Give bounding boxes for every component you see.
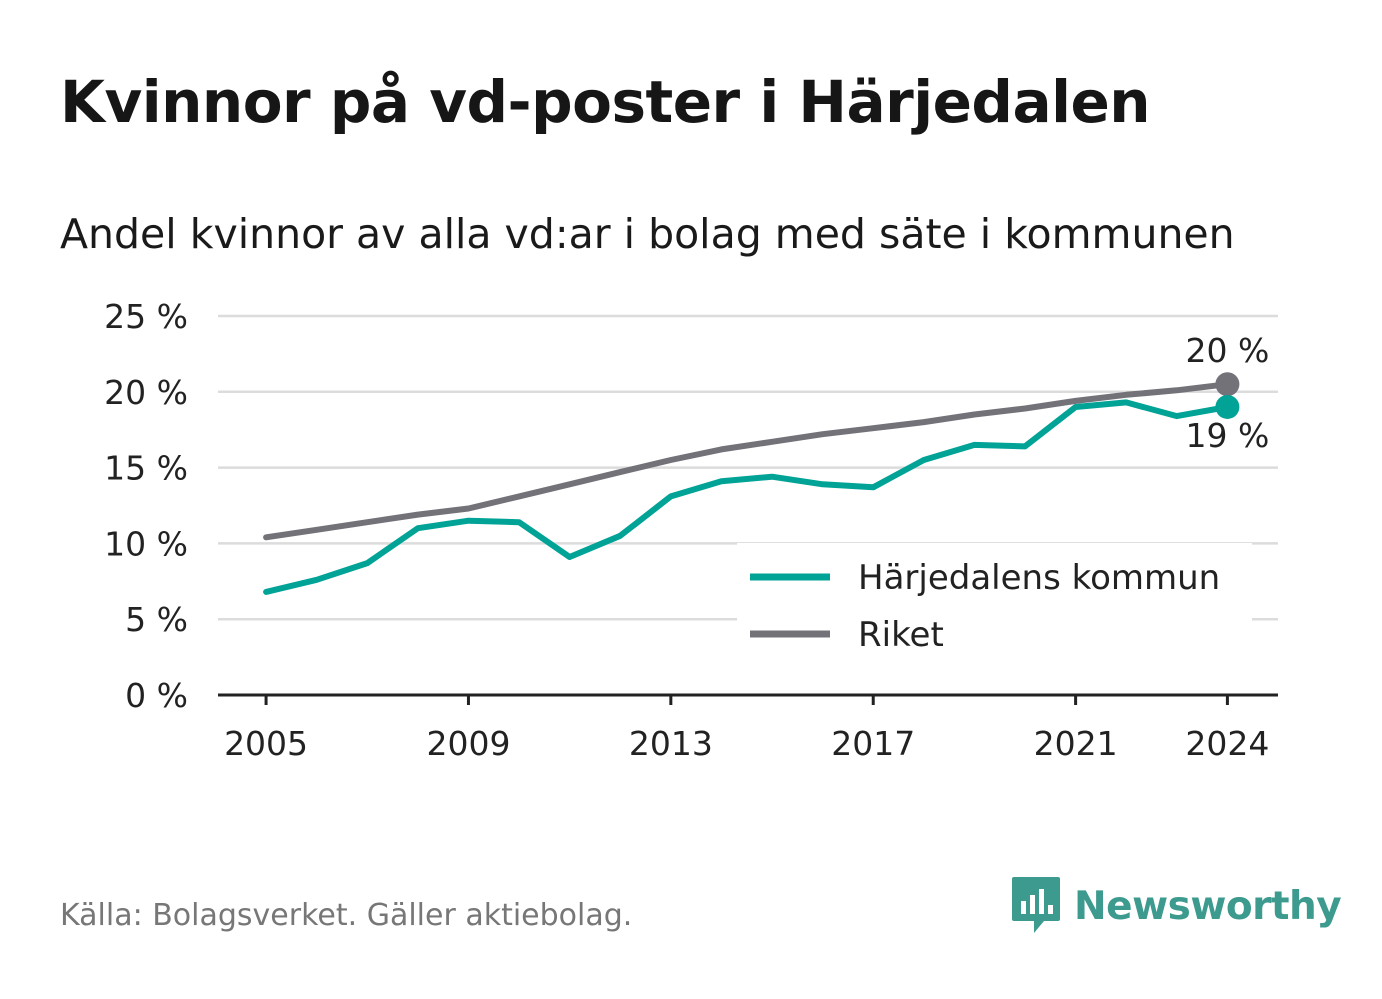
y-tick-label: 0 % (125, 676, 188, 715)
legend-label-kommun: Härjedalens kommun (858, 558, 1220, 598)
legend-label-riket: Riket (858, 615, 944, 655)
brand-logo: Newsworthy (1010, 875, 1342, 937)
x-tick-label: 2009 (426, 724, 510, 763)
y-tick-label: 25 % (104, 297, 188, 336)
brand-name: Newsworthy (1074, 883, 1342, 929)
end-label-riket: 20 % (1185, 331, 1269, 370)
y-tick-label: 15 % (104, 449, 188, 488)
line-chart: 0 %5 %10 %15 %20 %25 % 2005 2009 2013 2017 2… (104, 297, 1278, 763)
chart-title: Kvinnor på vd-poster i Härjedalen (60, 68, 1151, 136)
end-label-kommun: 19 % (1185, 416, 1269, 455)
source-note: Källa: Bolagsverket. Gäller aktiebolag. (60, 898, 633, 933)
x-tick-label: 2021 (1034, 724, 1118, 763)
end-point-kommun (1215, 394, 1240, 419)
x-tick-label: 2005 (224, 724, 308, 763)
newsworthy-logo-icon (1012, 877, 1060, 933)
series (263, 372, 1240, 595)
x-tick-label: 2013 (629, 724, 713, 763)
x-tick-label: 2024 (1185, 724, 1269, 763)
legend: Härjedalens kommun Riket (737, 543, 1252, 661)
x-axis: 2005 2009 2013 2017 2021 2024 (218, 693, 1278, 763)
series-line-riket (263, 381, 1231, 541)
legend-background (737, 543, 1252, 661)
end-labels: 20 % 19 % (1185, 331, 1269, 455)
end-point-riket (1215, 372, 1240, 397)
x-tick-label: 2017 (831, 724, 915, 763)
series-line-kommun (263, 399, 1231, 595)
chart-subtitle: Andel kvinnor av alla vd:ar i bolag med … (60, 210, 1235, 258)
y-tick-label: 20 % (104, 373, 188, 412)
y-axis-labels: 0 % 5 % 10 % 15 % 20 % 25 % (104, 297, 188, 715)
y-tick-label: 10 % (104, 524, 188, 563)
y-tick-label: 5 % (125, 600, 188, 639)
